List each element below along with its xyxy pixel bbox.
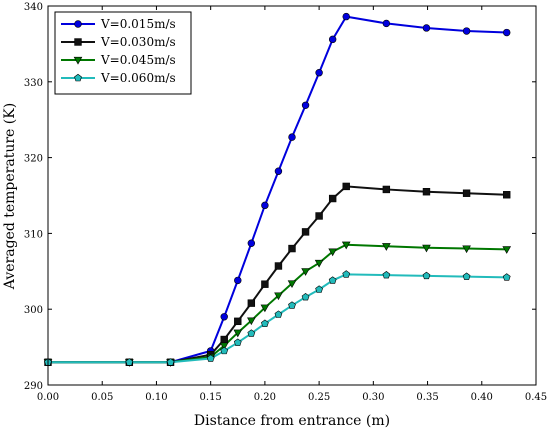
data-point-series-3 (219, 342, 229, 351)
y-tick-label: 330 (24, 78, 43, 89)
legend-entry-label: V=0.045m/s (100, 53, 176, 67)
legend-entry-label: V=0.015m/s (100, 17, 176, 31)
y-tick-label: 310 (24, 229, 43, 240)
data-point-series-3 (260, 304, 270, 313)
data-point-series-1 (328, 35, 337, 44)
data-point-series-3 (274, 292, 283, 301)
data-point-series-1 (342, 12, 350, 21)
data-point-series-2 (328, 194, 337, 203)
y-tick-label: 290 (24, 381, 43, 392)
data-point-series-4 (166, 358, 175, 366)
data-point-series-1 (234, 276, 242, 285)
data-point-series-4 (301, 292, 310, 301)
data-point-series-4 (342, 270, 351, 278)
data-point-series-1 (382, 19, 391, 28)
data-point-series-1 (422, 24, 431, 32)
data-point-series-3 (247, 317, 256, 326)
y-tick-label: 340 (24, 2, 43, 13)
data-point-series-2 (462, 189, 471, 197)
data-point-series-1 (220, 313, 228, 321)
data-point-series-4 (233, 338, 242, 346)
x-tick-label: 0.20 (254, 392, 276, 403)
series-line-1 (48, 15, 507, 364)
data-point-series-2 (220, 335, 228, 344)
data-point-series-1 (503, 28, 511, 37)
data-point-series-2 (288, 244, 296, 253)
data-point-series-4 (247, 329, 256, 337)
data-point-series-4 (220, 346, 229, 355)
data-point-series-3 (382, 243, 391, 251)
ticks-layer: 0.00 0.05 0.10 0.15 0.20 0.25 0.30 0.35 0.40 0.45… (24, 2, 547, 403)
data-point-series-2 (342, 182, 350, 191)
data-point-series-3 (287, 280, 297, 289)
data-point-series-2 (301, 228, 310, 236)
data-point-series-1 (315, 69, 323, 77)
x-tick-label: 0.10 (145, 392, 167, 403)
series-line-4 (48, 273, 507, 364)
data-point-series-3 (502, 246, 512, 254)
data-point-series-2 (261, 280, 269, 288)
data-point-series-4 (288, 301, 296, 309)
data-point-series-3 (301, 268, 310, 276)
y-axis-label: Averaged temperature (K) (2, 103, 18, 290)
data-point-series-2 (315, 212, 323, 220)
x-tick-label: 0.15 (200, 392, 222, 403)
data-point-series-2 (274, 262, 283, 270)
data-point-series-1 (274, 167, 283, 175)
data-point-series-4 (502, 273, 511, 281)
data-point-series-4 (382, 271, 391, 279)
legend-swatch-marker (73, 56, 83, 65)
data-point-series-4 (261, 319, 269, 327)
data-point-series-2 (503, 191, 511, 199)
legend-entry-label: V=0.060m/s (100, 71, 176, 85)
data-point-series-2 (382, 185, 391, 194)
x-tick-label: 0.30 (362, 392, 384, 403)
data-point-series-2 (234, 317, 242, 326)
data-point-series-1 (462, 27, 471, 35)
data-point-series-4 (462, 272, 471, 280)
legend-swatch-marker (74, 73, 82, 82)
data-point-series-1 (247, 239, 256, 247)
data-point-series-4 (422, 271, 431, 280)
series-line-2 (48, 185, 507, 364)
data-point-series-3 (314, 259, 324, 268)
data-point-series-4 (125, 358, 134, 366)
data-point-series-4 (206, 354, 215, 362)
legend-swatch-marker (74, 20, 82, 28)
series-line-3 (48, 243, 507, 364)
y-tick-label: 300 (24, 305, 43, 316)
data-point-series-3 (233, 329, 243, 338)
data-point-series-4 (328, 276, 337, 284)
data-point-series-3 (341, 241, 351, 250)
data-point-series-3 (328, 248, 337, 257)
data-point-series-4 (274, 310, 283, 318)
x-tick-label: 0.25 (308, 392, 330, 403)
x-axis-label: Distance from entrance (m) (194, 413, 390, 429)
data-point-series-2 (422, 188, 431, 196)
data-point-series-2 (247, 299, 256, 307)
plot-frame (47, 5, 537, 386)
data-point-series-1 (288, 133, 296, 141)
x-tick-label: 0.45 (525, 392, 547, 403)
x-tick-label: 0.40 (471, 392, 493, 403)
data-point-series-1 (301, 101, 310, 109)
data-point-series-1 (261, 201, 269, 210)
x-tick-label: 0.35 (416, 392, 438, 403)
legend-swatch-marker (74, 38, 82, 46)
x-tick-label: 0.00 (37, 392, 59, 403)
legend: V=0.015m/s V=0.030m/s V=0.045m/s V=0.060m/s (54, 11, 192, 95)
data-point-series-3 (462, 245, 471, 254)
data-point-series-4 (315, 285, 323, 293)
legend-entry-label: V=0.030m/s (100, 35, 176, 49)
data-point-series-3 (422, 244, 431, 253)
x-tick-label: 0.05 (91, 392, 113, 403)
series-layer (43, 12, 512, 367)
y-tick-label: 320 (24, 154, 43, 165)
